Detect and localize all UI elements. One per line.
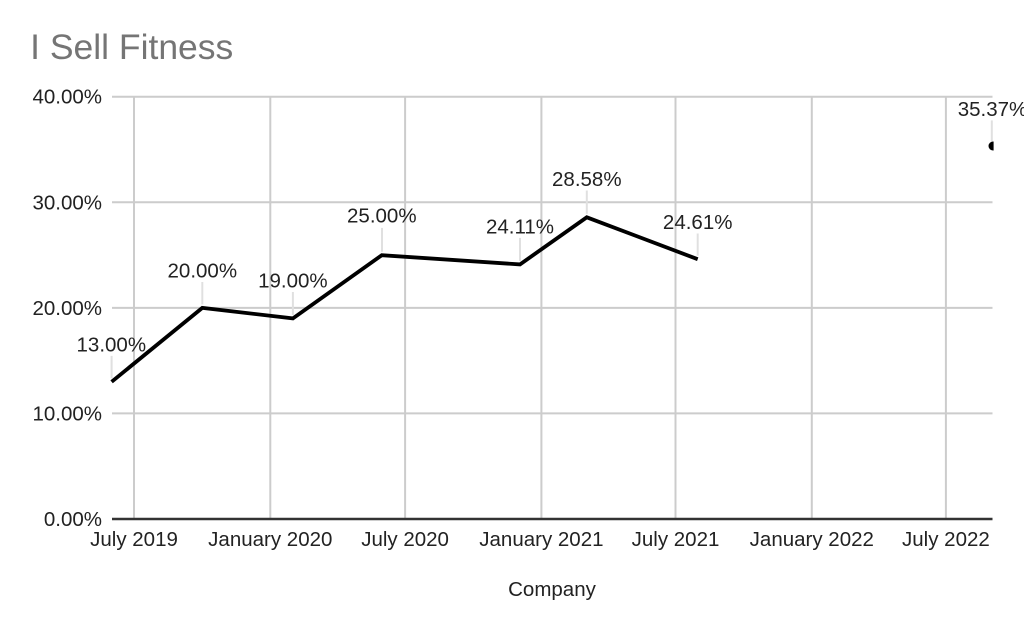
svg-text:July 2020: July 2020 xyxy=(361,528,449,551)
svg-text:July 2021: July 2021 xyxy=(632,528,720,551)
svg-text:24.11%: 24.11% xyxy=(486,215,554,238)
svg-text:35.37%: 35.37% xyxy=(958,98,1024,121)
svg-text:24.61%: 24.61% xyxy=(663,211,733,234)
svg-text:20.00%: 20.00% xyxy=(168,260,238,283)
svg-text:January 2022: January 2022 xyxy=(750,528,874,551)
svg-text:20.00%: 20.00% xyxy=(32,297,102,320)
svg-text:July 2022: July 2022 xyxy=(902,528,990,551)
svg-text:January 2021: January 2021 xyxy=(479,528,603,551)
svg-text:40.00%: 40.00% xyxy=(32,86,102,109)
svg-text:19.00%: 19.00% xyxy=(258,270,328,293)
svg-text:July 2019: July 2019 xyxy=(90,528,178,551)
svg-text:Company: Company xyxy=(508,578,596,601)
svg-text:28.58%: 28.58% xyxy=(552,168,622,191)
svg-text:0.00%: 0.00% xyxy=(44,508,102,531)
svg-text:13.00%: 13.00% xyxy=(77,333,147,356)
svg-text:30.00%: 30.00% xyxy=(32,191,102,214)
svg-text:January 2020: January 2020 xyxy=(208,528,332,551)
svg-text:25.00%: 25.00% xyxy=(347,204,417,227)
svg-text:I Sell Fitness: I Sell Fitness xyxy=(30,27,233,67)
svg-text:10.00%: 10.00% xyxy=(32,402,102,425)
